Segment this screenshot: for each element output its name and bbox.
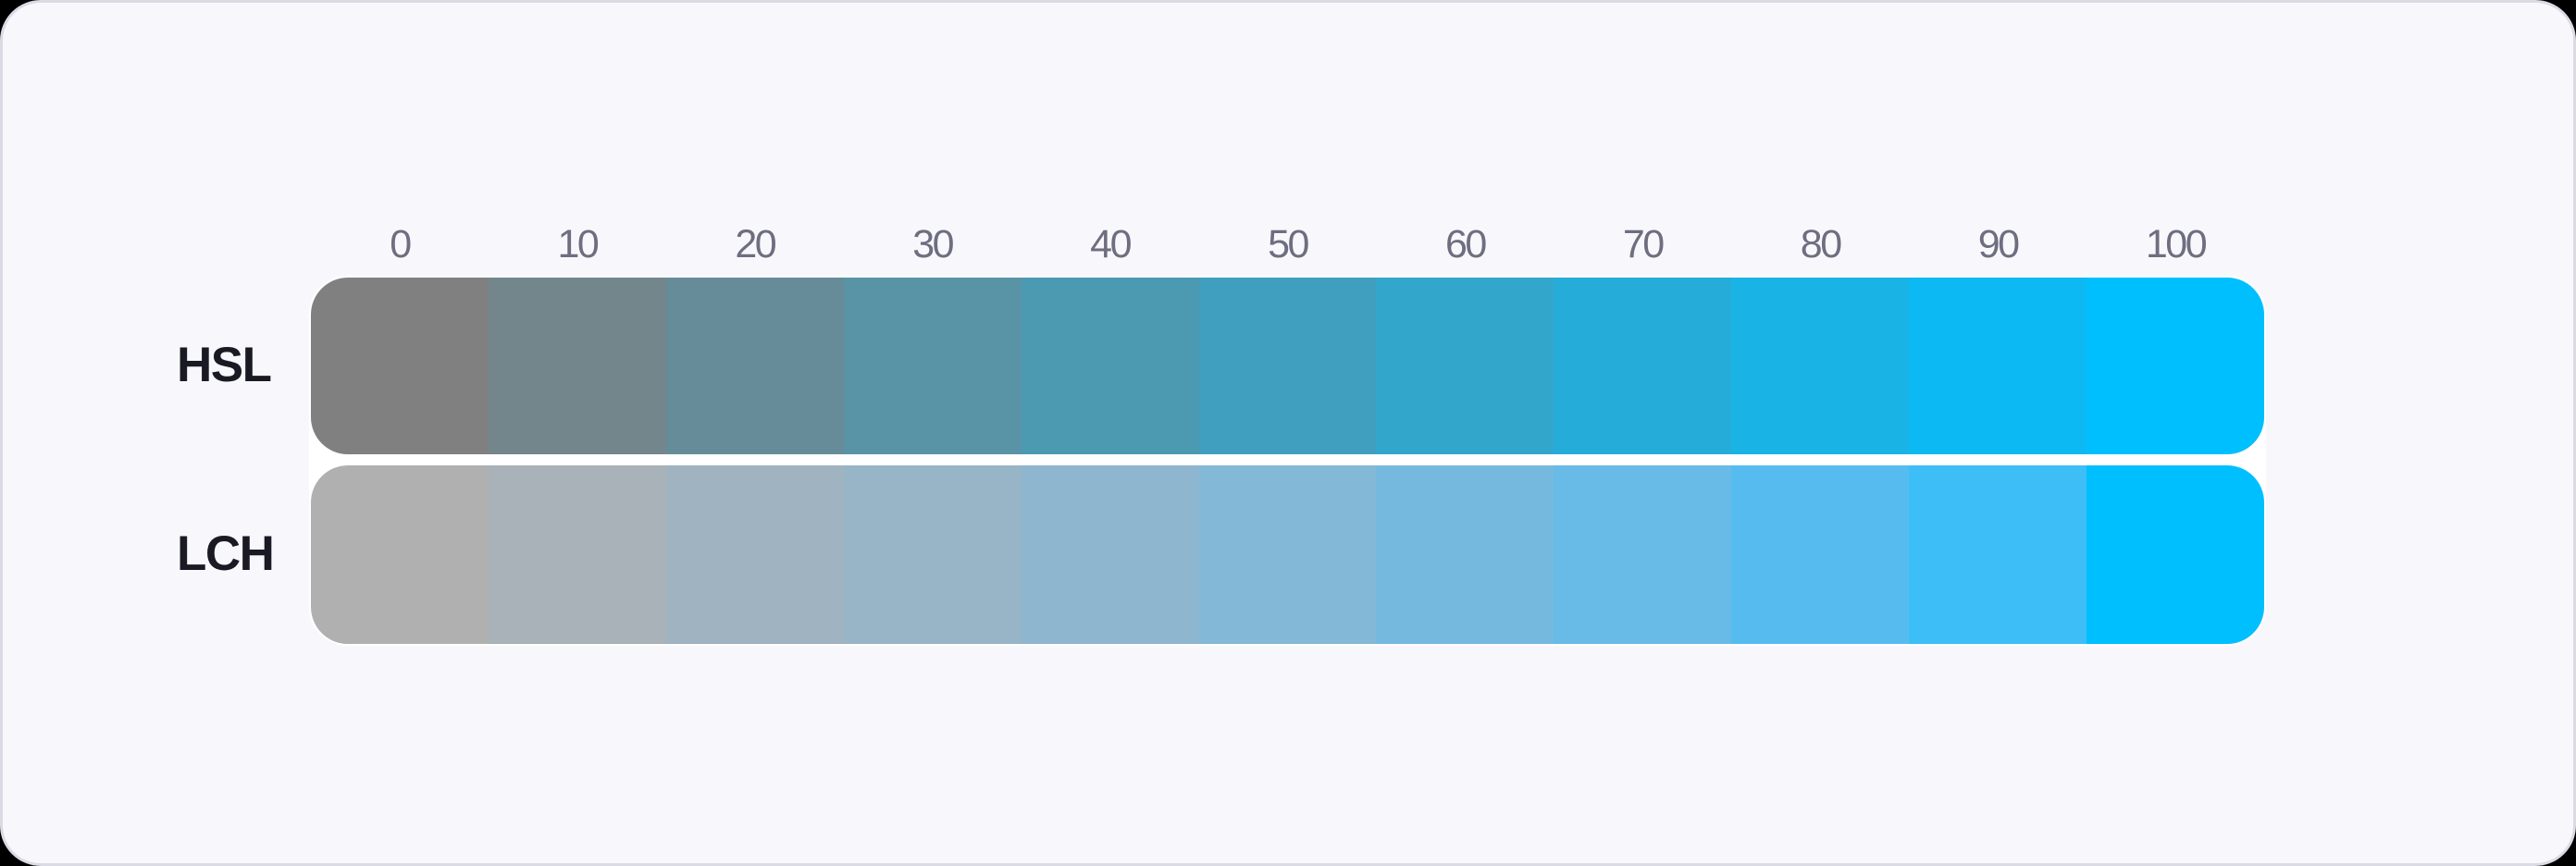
column-value-label: 70 [1622, 222, 1665, 266]
lch-swatch-30 [843, 465, 1022, 644]
hsl-swatch-0 [311, 278, 489, 454]
lch-swatch-10 [488, 465, 666, 644]
lch-swatch-80 [1731, 465, 1910, 644]
column-value-label: 40 [1090, 222, 1132, 266]
lch-row-label: LCH [177, 526, 275, 581]
column-value-label: 100 [2145, 222, 2208, 266]
column-value-label: 0 [390, 222, 412, 266]
hsl-color-bar [311, 278, 2264, 454]
column-value-label: 10 [557, 222, 599, 266]
hsl-swatch-70 [1554, 278, 1732, 454]
lch-color-bar [311, 465, 2264, 644]
lch-swatch-90 [1909, 465, 2087, 644]
hsl-swatch-100 [2087, 278, 2264, 454]
hsl-swatch-20 [665, 278, 844, 454]
lch-swatch-100 [2087, 465, 2264, 644]
lch-swatch-70 [1554, 465, 1732, 644]
column-value-label: 50 [1268, 222, 1309, 266]
hsl-swatch-60 [1376, 278, 1554, 454]
hsl-swatch-80 [1731, 278, 1910, 454]
hsl-swatch-90 [1909, 278, 2087, 454]
scale-value-labels: 0 10 20 30 40 50 60 70 80 90 100 [311, 216, 2264, 272]
hsl-row-label: HSL [177, 338, 272, 392]
column-value-label: 80 [1800, 222, 1842, 266]
column-value-label: 90 [1977, 222, 2020, 266]
column-value-label: 30 [912, 222, 954, 266]
column-value-label: 20 [735, 222, 776, 266]
hsl-swatch-40 [1021, 278, 1199, 454]
lch-swatch-50 [1198, 465, 1377, 644]
lch-swatch-20 [665, 465, 844, 644]
hsl-swatch-10 [488, 278, 666, 454]
color-bars-panel [309, 276, 2266, 646]
lch-swatch-60 [1376, 465, 1554, 644]
lch-swatch-0 [311, 465, 489, 644]
column-value-label: 60 [1444, 222, 1487, 266]
hsl-swatch-30 [843, 278, 1022, 454]
lch-swatch-40 [1021, 465, 1199, 644]
hsl-swatch-50 [1198, 278, 1377, 454]
